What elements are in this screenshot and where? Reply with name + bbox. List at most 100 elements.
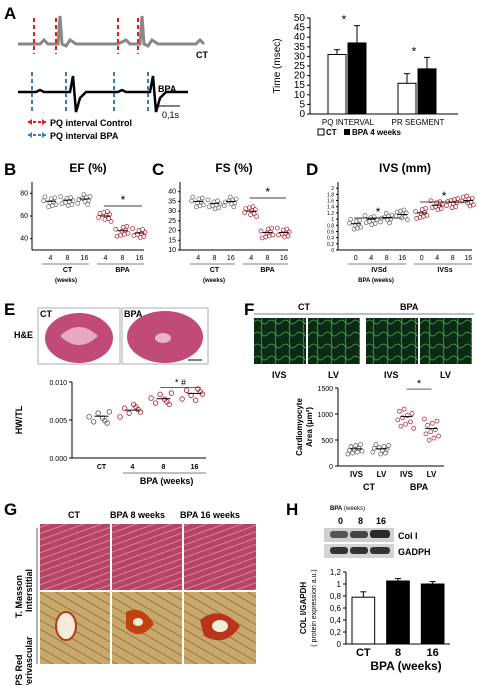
data-point <box>389 212 395 218</box>
data-point <box>69 202 75 207</box>
data-point <box>189 198 194 204</box>
x-tick-label: 4 <box>196 255 200 262</box>
bar <box>417 68 437 115</box>
wga-bpa-lv <box>420 318 472 364</box>
y-tick-label: 5 <box>299 99 305 110</box>
sig-star: * <box>442 189 447 203</box>
x-tick-label: CT <box>97 464 107 471</box>
panel-f-label: F <box>244 300 255 319</box>
y-tick-label: 2 <box>331 186 334 192</box>
bar <box>420 583 445 645</box>
chart-title: EF (%) <box>69 161 106 175</box>
data-point <box>168 390 175 396</box>
x-tick-label: 4 <box>49 255 53 262</box>
x-tick-label: 16 <box>227 255 235 262</box>
data-point <box>96 215 102 220</box>
data-point <box>97 211 103 216</box>
y-tick-label: 0.8 <box>327 223 334 229</box>
data-point <box>259 235 265 241</box>
g-col-bpa16: BPA 16 weeks <box>180 510 240 520</box>
data-point <box>434 418 440 424</box>
data-point <box>429 420 435 426</box>
data-point <box>396 408 402 414</box>
data-point <box>395 417 401 423</box>
data-point <box>444 203 449 208</box>
x-tick-label: IVS <box>350 470 364 479</box>
data-point <box>86 414 92 420</box>
x-tick-label: 8 <box>66 255 70 262</box>
data-point <box>133 404 139 410</box>
western-blot: BPA (weeks) 0 8 16 Col I GADPH <box>324 506 431 558</box>
wga-ct-ivs <box>254 318 306 364</box>
group-label: CT <box>210 267 220 274</box>
y-tick-label: 0,2 <box>330 628 342 637</box>
data-point <box>126 410 132 416</box>
data-point <box>221 203 227 209</box>
x-tick-label: 8 <box>213 255 217 262</box>
data-point <box>370 449 376 455</box>
data-point <box>190 194 196 200</box>
data-point <box>107 212 113 217</box>
data-point <box>470 202 476 208</box>
data-point <box>59 201 65 206</box>
masson-ct <box>40 524 110 590</box>
data-point <box>130 226 136 231</box>
img-label-bpa: BPA <box>124 309 143 319</box>
data-point <box>276 232 281 238</box>
data-point <box>179 396 185 402</box>
chart-e-hwtl: 0.000 0.005 0.010 HW/TL CT 4 8 16 BPA (weeks) * # <box>14 377 206 486</box>
x-tick-label: 4 <box>249 255 253 262</box>
g-row2-a: PS Red <box>14 654 24 685</box>
stain-label-he: H&E <box>14 330 34 340</box>
y-tick-label: 1 <box>331 217 334 223</box>
group-label: BPA <box>260 267 274 274</box>
x-cat-label: PQ INTERVAL <box>322 118 375 127</box>
g-row1-b: Interstitial <box>24 569 34 612</box>
x-tick-label: 0 <box>420 255 424 262</box>
data-point <box>148 395 154 401</box>
sig-star: * <box>121 193 126 207</box>
data-point <box>58 194 64 200</box>
x-tick-label: 16 <box>280 255 288 262</box>
data-point <box>358 442 363 447</box>
data-point <box>41 198 47 204</box>
sig-star: * <box>376 205 381 219</box>
panel-c-label: C <box>152 160 165 179</box>
legend-ct: CT <box>326 128 337 137</box>
g-row1-a: T. Masson <box>14 575 24 618</box>
data-point <box>368 215 374 220</box>
y-tick-label: 1.2 <box>327 211 334 217</box>
data-point <box>414 215 420 221</box>
data-point <box>386 443 392 448</box>
y-tick-label: 20 <box>168 228 176 235</box>
histology-grid: CT BPA 8 weeks BPA 16 weeks T. Masson In… <box>14 510 256 685</box>
x-tick-label: 16 <box>427 647 439 659</box>
y-tick-label: 1500 <box>317 386 333 393</box>
y-tick-label: 0 <box>337 640 342 649</box>
data-point <box>409 411 415 416</box>
data-point <box>363 220 369 225</box>
x-tick-label: 8 <box>121 255 125 262</box>
data-point <box>183 387 190 393</box>
group-sub: (weeks) <box>55 278 77 284</box>
ecg-traces: CT BPA 0,1s <box>18 15 208 120</box>
data-point <box>125 230 131 236</box>
group-label: BPA <box>115 267 129 274</box>
g-col-ct: CT <box>68 510 80 520</box>
y-tick-label: 0 <box>299 109 305 120</box>
data-point <box>124 223 130 229</box>
data-point <box>394 209 400 215</box>
data-point <box>121 405 128 411</box>
f-header-bpa: BPA <box>400 302 419 312</box>
data-point <box>90 419 97 425</box>
x-tick-label: 4 <box>131 464 135 471</box>
data-point <box>205 197 211 203</box>
x-tick-label: 0 <box>354 255 358 262</box>
trace-label-ct: CT <box>196 50 208 60</box>
y-tick-label: 1.8 <box>327 192 334 198</box>
pq-legend: PQ interval Control PQ interval BPA <box>28 118 132 141</box>
data-point <box>117 414 123 420</box>
data-point <box>423 431 429 437</box>
